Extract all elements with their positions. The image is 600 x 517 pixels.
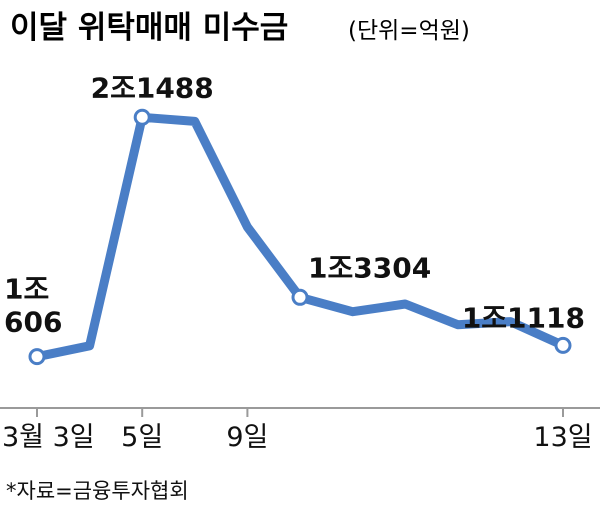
data-points — [28, 108, 572, 366]
source-note: *자료=금융투자협회 — [6, 479, 189, 503]
x-tick-label: 5일 — [121, 422, 163, 453]
data-label: 2조1488 — [91, 71, 214, 104]
data-label: 1조3304 — [308, 251, 431, 284]
x-tick-label: 9일 — [226, 422, 268, 453]
data-point-marker — [133, 108, 151, 126]
chart-unit: (단위=억원) — [348, 18, 470, 44]
x-tick-label: 3월 3일 — [2, 422, 95, 453]
x-tick-labels: 3월 3일 5일 9일 13일 — [2, 422, 593, 453]
data-label: 1조1118 — [462, 301, 585, 334]
data-labels: 1조 606 2조1488 1조3304 1조1118 — [4, 71, 585, 338]
data-point-marker — [554, 336, 572, 354]
data-point-marker — [28, 348, 46, 366]
chart-title: 이달 위탁매매 미수금 — [10, 10, 288, 46]
x-tick-label: 13일 — [533, 422, 592, 453]
data-point-marker — [291, 288, 309, 306]
data-label: 1조 606 — [4, 273, 62, 339]
x-axis-ticks — [36, 408, 564, 417]
